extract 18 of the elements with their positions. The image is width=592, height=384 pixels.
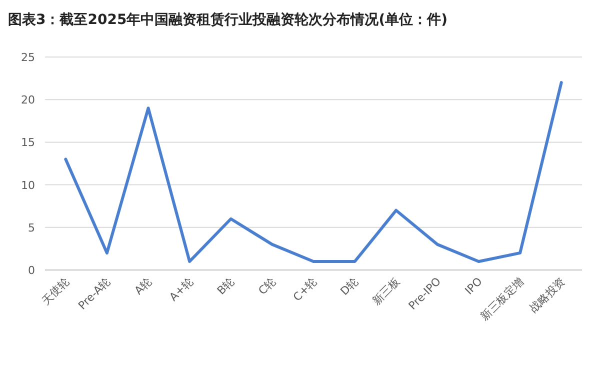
chart-title: 图表3：截至2025年中国融资租赁行业投融资轮次分布情况(单位：件)	[8, 12, 448, 28]
y-tick-label: 25	[21, 51, 35, 64]
y-tick-label: 10	[21, 178, 35, 192]
y-tick-label: 15	[21, 136, 35, 150]
x-tick-label: C轮	[256, 274, 278, 298]
line-series	[64, 81, 563, 263]
x-tick-label: B轮	[214, 274, 238, 298]
x-tick-label: 战略投资	[527, 274, 568, 316]
x-tick-label: IPO	[462, 274, 486, 298]
y-tick-label: 5	[28, 221, 35, 234]
x-tick-label: 新三板	[370, 274, 402, 308]
y-tick-label: 0	[28, 264, 35, 277]
x-tick-label: A+轮	[166, 274, 196, 304]
x-tick-label: A轮	[132, 274, 154, 298]
x-tick-label: C+轮	[290, 274, 320, 304]
x-tick-label: 天使轮	[39, 274, 72, 308]
x-tick-label: D轮	[338, 274, 361, 298]
y-tick-label: 20	[21, 94, 35, 107]
